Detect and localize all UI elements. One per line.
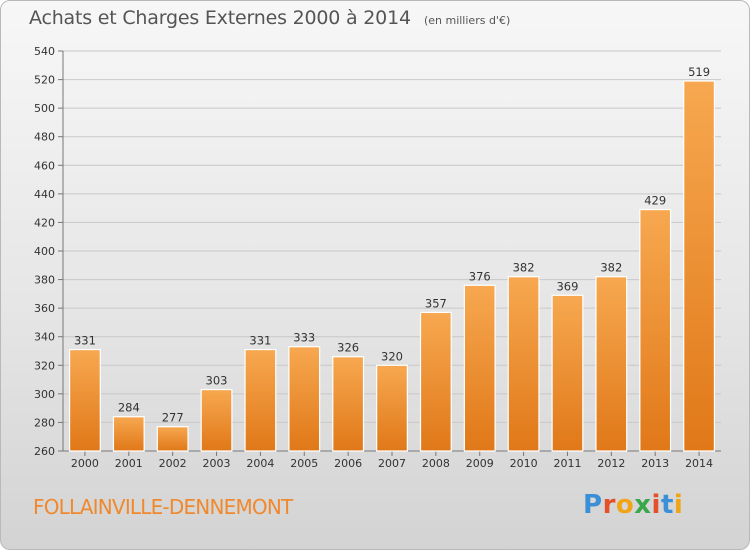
x-tick-label: 2012 bbox=[597, 457, 625, 470]
data-labels: 331 284 277 303 331 333 326 320 357 376 382 369 382 4… bbox=[74, 65, 710, 425]
y-tick-label: 400 bbox=[34, 245, 55, 258]
logo-letter: x bbox=[634, 490, 652, 520]
x-tick-label: 2003 bbox=[203, 457, 231, 470]
bar-value-label: 376 bbox=[469, 269, 491, 283]
bar bbox=[639, 208, 672, 452]
y-tick-label: 500 bbox=[34, 102, 55, 115]
logo-letter: r bbox=[602, 490, 616, 520]
logo-letter: t bbox=[660, 490, 674, 520]
logo-letter: i bbox=[651, 490, 661, 520]
y-tick-label: 480 bbox=[34, 131, 55, 144]
bar bbox=[244, 348, 277, 452]
bar-value-label: 519 bbox=[688, 65, 710, 79]
x-tick-label: 2007 bbox=[378, 457, 406, 470]
logo-letter: o bbox=[615, 490, 635, 520]
proxiti-logo: Proxiti bbox=[583, 490, 683, 520]
bar bbox=[376, 364, 408, 452]
bar-value-label: 326 bbox=[337, 341, 359, 355]
y-tick-label: 440 bbox=[34, 188, 55, 201]
x-tick-label: 2013 bbox=[641, 457, 669, 470]
bars bbox=[68, 80, 716, 452]
x-tick-label: 2009 bbox=[466, 457, 494, 470]
logo-letter: P bbox=[583, 490, 603, 520]
bar-value-label: 303 bbox=[206, 374, 228, 388]
bar-value-label: 320 bbox=[381, 349, 403, 363]
bar bbox=[683, 80, 716, 452]
bar-value-label: 357 bbox=[425, 296, 447, 310]
x-tick-label: 2001 bbox=[115, 457, 143, 470]
y-tick-label: 300 bbox=[34, 388, 55, 401]
y-tick-label: 540 bbox=[34, 45, 55, 58]
bar bbox=[419, 311, 452, 452]
bar bbox=[332, 356, 365, 452]
logo-letter: i bbox=[673, 490, 684, 520]
bar bbox=[156, 426, 189, 452]
y-tick-label: 340 bbox=[34, 331, 55, 344]
bar bbox=[288, 346, 321, 452]
bar-value-label: 382 bbox=[513, 261, 535, 275]
bar bbox=[507, 276, 540, 452]
bar bbox=[463, 284, 496, 452]
bar bbox=[112, 416, 145, 452]
x-tick-label: 2006 bbox=[334, 457, 362, 470]
y-tick-label: 280 bbox=[34, 416, 55, 429]
bar-value-label: 429 bbox=[644, 194, 666, 208]
bar-value-label: 331 bbox=[74, 334, 96, 348]
y-tick-label: 360 bbox=[34, 302, 55, 315]
chart-subtitle: (en milliers d'€) bbox=[423, 14, 511, 27]
bar-value-label: 277 bbox=[162, 411, 184, 425]
bar-value-label: 333 bbox=[293, 331, 315, 345]
bar-value-label: 369 bbox=[556, 279, 578, 293]
commune-name: FOLLAINVILLE-DENNEMONT bbox=[33, 495, 293, 519]
y-tick-label: 260 bbox=[34, 445, 55, 458]
bar bbox=[200, 388, 233, 452]
bar-value-label: 331 bbox=[249, 334, 271, 348]
x-tick-label: 2004 bbox=[246, 457, 274, 470]
y-tick-label: 520 bbox=[34, 74, 55, 87]
bar-value-label: 284 bbox=[118, 401, 140, 415]
bar bbox=[68, 348, 101, 452]
bar bbox=[595, 276, 628, 452]
y-tick-label: 380 bbox=[34, 274, 55, 287]
x-tick-label: 2008 bbox=[422, 457, 450, 470]
y-tick-label: 460 bbox=[34, 159, 55, 172]
chart-header: Achats et Charges Externes 2000 à 2014 (… bbox=[29, 7, 510, 29]
x-tick-label: 2011 bbox=[553, 457, 581, 470]
x-tick-label: 2005 bbox=[290, 457, 318, 470]
y-tick-label: 420 bbox=[34, 216, 55, 229]
x-tick-label: 2010 bbox=[510, 457, 538, 470]
chart-title: Achats et Charges Externes 2000 à 2014 bbox=[29, 7, 411, 29]
x-tick-label: 2002 bbox=[159, 457, 187, 470]
bar-value-label: 382 bbox=[600, 261, 622, 275]
bar bbox=[551, 294, 584, 452]
x-tick-label: 2000 bbox=[71, 457, 99, 470]
y-tick-label: 320 bbox=[34, 359, 55, 372]
x-tick-label: 2014 bbox=[685, 457, 713, 470]
